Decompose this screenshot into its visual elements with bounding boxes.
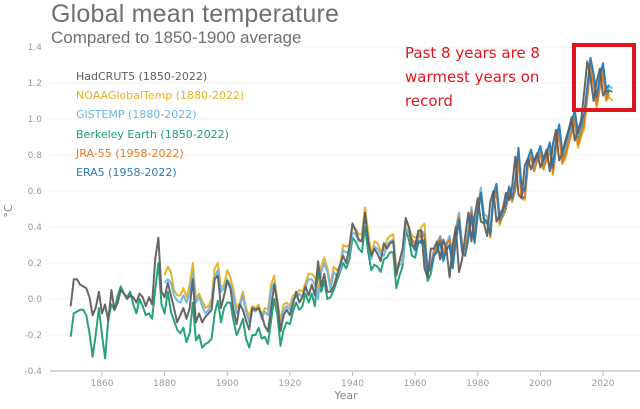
y-tick-label: 0.6 xyxy=(28,187,43,197)
y-axis-title: °C xyxy=(2,204,15,218)
legend-label: Berkeley Earth (1850-2022) xyxy=(76,127,229,141)
series-line-era5 xyxy=(408,56,611,273)
legend: HadCRUT5 (1850-2022) NOAAGlobalTemp (188… xyxy=(76,67,244,182)
legend-item-berkeley-earth: Berkeley Earth (1850-2022) xyxy=(76,125,244,144)
chart-subtitle: Compared to 1850-1900 average xyxy=(51,28,302,47)
x-axis-title: Year xyxy=(333,389,358,402)
legend-label: GISTEMP (1880-2022) xyxy=(76,108,197,122)
legend-label: ERA5 (1958-2022) xyxy=(76,166,177,180)
y-tick-label: -0.2 xyxy=(24,331,42,341)
legend-label: NOAAGlobalTemp (1880-2022) xyxy=(76,89,245,103)
y-tick-label: -0.4 xyxy=(24,367,42,377)
legend-item-noaaglobaltemp: NOAAGlobalTemp (1880-2022) xyxy=(76,86,244,105)
x-tick-label: 1920 xyxy=(278,379,301,389)
y-tick-label: 1.4 xyxy=(28,43,43,53)
gridlines xyxy=(50,46,640,372)
y-axis: -0.4 -0.2 0.0 0.2 0.4 0.6 0.8 1.0 1.2 1.4 xyxy=(24,43,42,377)
x-tick-label: 1980 xyxy=(466,379,489,389)
legend-item-gistemp: GISTEMP (1880-2022) xyxy=(76,105,244,124)
x-tick-label: 1880 xyxy=(153,379,176,389)
annotation-line: record xyxy=(405,92,453,110)
x-tick-label: 1860 xyxy=(91,379,114,389)
y-tick-label: 1.2 xyxy=(28,79,42,89)
y-tick-label: 0.2 xyxy=(28,259,42,269)
annotation-line: warmest years on xyxy=(405,68,540,86)
x-tick-label: 2000 xyxy=(529,379,552,389)
x-axis: 1860 1880 1900 1920 1940 1960 1980 2000 2020 xyxy=(91,372,615,389)
legend-item-hadcrut5: HadCRUT5 (1850-2022) xyxy=(76,67,244,86)
y-tick-label: 0.0 xyxy=(28,295,43,305)
y-tick-label: 0.4 xyxy=(28,223,43,233)
legend-label: HadCRUT5 (1850-2022) xyxy=(76,70,208,83)
x-tick-label: 1960 xyxy=(404,379,427,389)
legend-item-era5: ERA5 (1958-2022) xyxy=(76,163,244,182)
x-tick-label: 1900 xyxy=(216,379,239,389)
legend-label: JRA-55 (1958-2022) xyxy=(76,146,184,160)
annotation-text: Past 8 years are 8 warmest years on reco… xyxy=(405,41,540,113)
legend-item-jra55: JRA-55 (1958-2022) xyxy=(76,144,244,163)
chart-title: Global mean temperature xyxy=(51,0,340,28)
y-tick-label: 0.8 xyxy=(28,151,43,161)
x-tick-label: 1940 xyxy=(341,379,364,389)
annotation-line: Past 8 years are 8 xyxy=(405,44,540,62)
series-line-hadcrut5 xyxy=(69,60,610,333)
x-tick-label: 2020 xyxy=(592,379,615,389)
y-tick-label: 1.0 xyxy=(28,115,43,125)
series-lines xyxy=(69,56,614,360)
